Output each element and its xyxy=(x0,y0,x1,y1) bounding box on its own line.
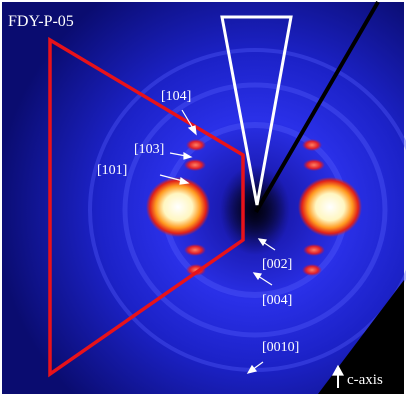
reflection-spot xyxy=(298,177,362,237)
axis-label: c-axis xyxy=(347,372,383,388)
reflection-label: [004] xyxy=(262,293,292,308)
reflection-label: [101] xyxy=(97,163,127,178)
reflection-label: [104] xyxy=(161,89,191,104)
reflection-label: [002] xyxy=(262,257,292,272)
diffraction-image: FDY-P-05 [104] [103] [101] [002] [004] [… xyxy=(0,0,406,396)
reflection-spot xyxy=(146,177,210,237)
page: FDY-P-05 [104] [103] [101] [002] [004] [… xyxy=(0,0,406,396)
sample-label: FDY-P-05 xyxy=(8,13,74,30)
reflection-label: [0010] xyxy=(262,340,299,355)
reflection-label: [103] xyxy=(134,142,164,157)
